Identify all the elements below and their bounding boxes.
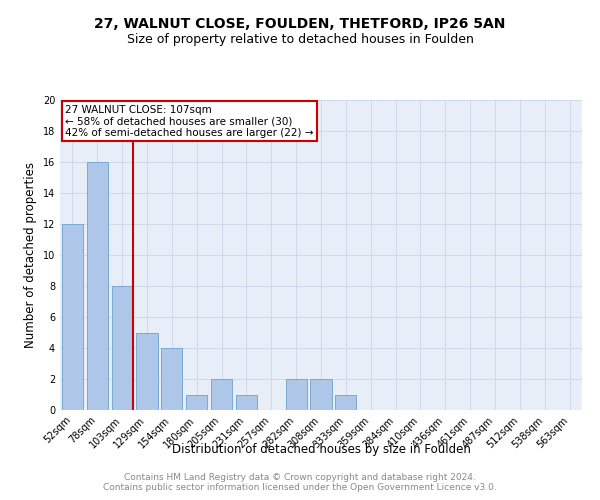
- Text: 27 WALNUT CLOSE: 107sqm
← 58% of detached houses are smaller (30)
42% of semi-de: 27 WALNUT CLOSE: 107sqm ← 58% of detache…: [65, 104, 314, 138]
- Text: Size of property relative to detached houses in Foulden: Size of property relative to detached ho…: [127, 32, 473, 46]
- Y-axis label: Number of detached properties: Number of detached properties: [24, 162, 37, 348]
- Bar: [236, 394, 257, 410]
- Bar: [62, 224, 83, 410]
- Bar: [112, 286, 133, 410]
- Bar: [161, 348, 182, 410]
- Bar: [310, 379, 332, 410]
- Bar: [136, 332, 158, 410]
- Text: Distribution of detached houses by size in Foulden: Distribution of detached houses by size …: [172, 442, 470, 456]
- Bar: [335, 394, 356, 410]
- Bar: [87, 162, 108, 410]
- Text: 27, WALNUT CLOSE, FOULDEN, THETFORD, IP26 5AN: 27, WALNUT CLOSE, FOULDEN, THETFORD, IP2…: [94, 18, 506, 32]
- Bar: [286, 379, 307, 410]
- Text: Contains HM Land Registry data © Crown copyright and database right 2024.
Contai: Contains HM Land Registry data © Crown c…: [103, 473, 497, 492]
- Bar: [211, 379, 232, 410]
- Bar: [186, 394, 207, 410]
